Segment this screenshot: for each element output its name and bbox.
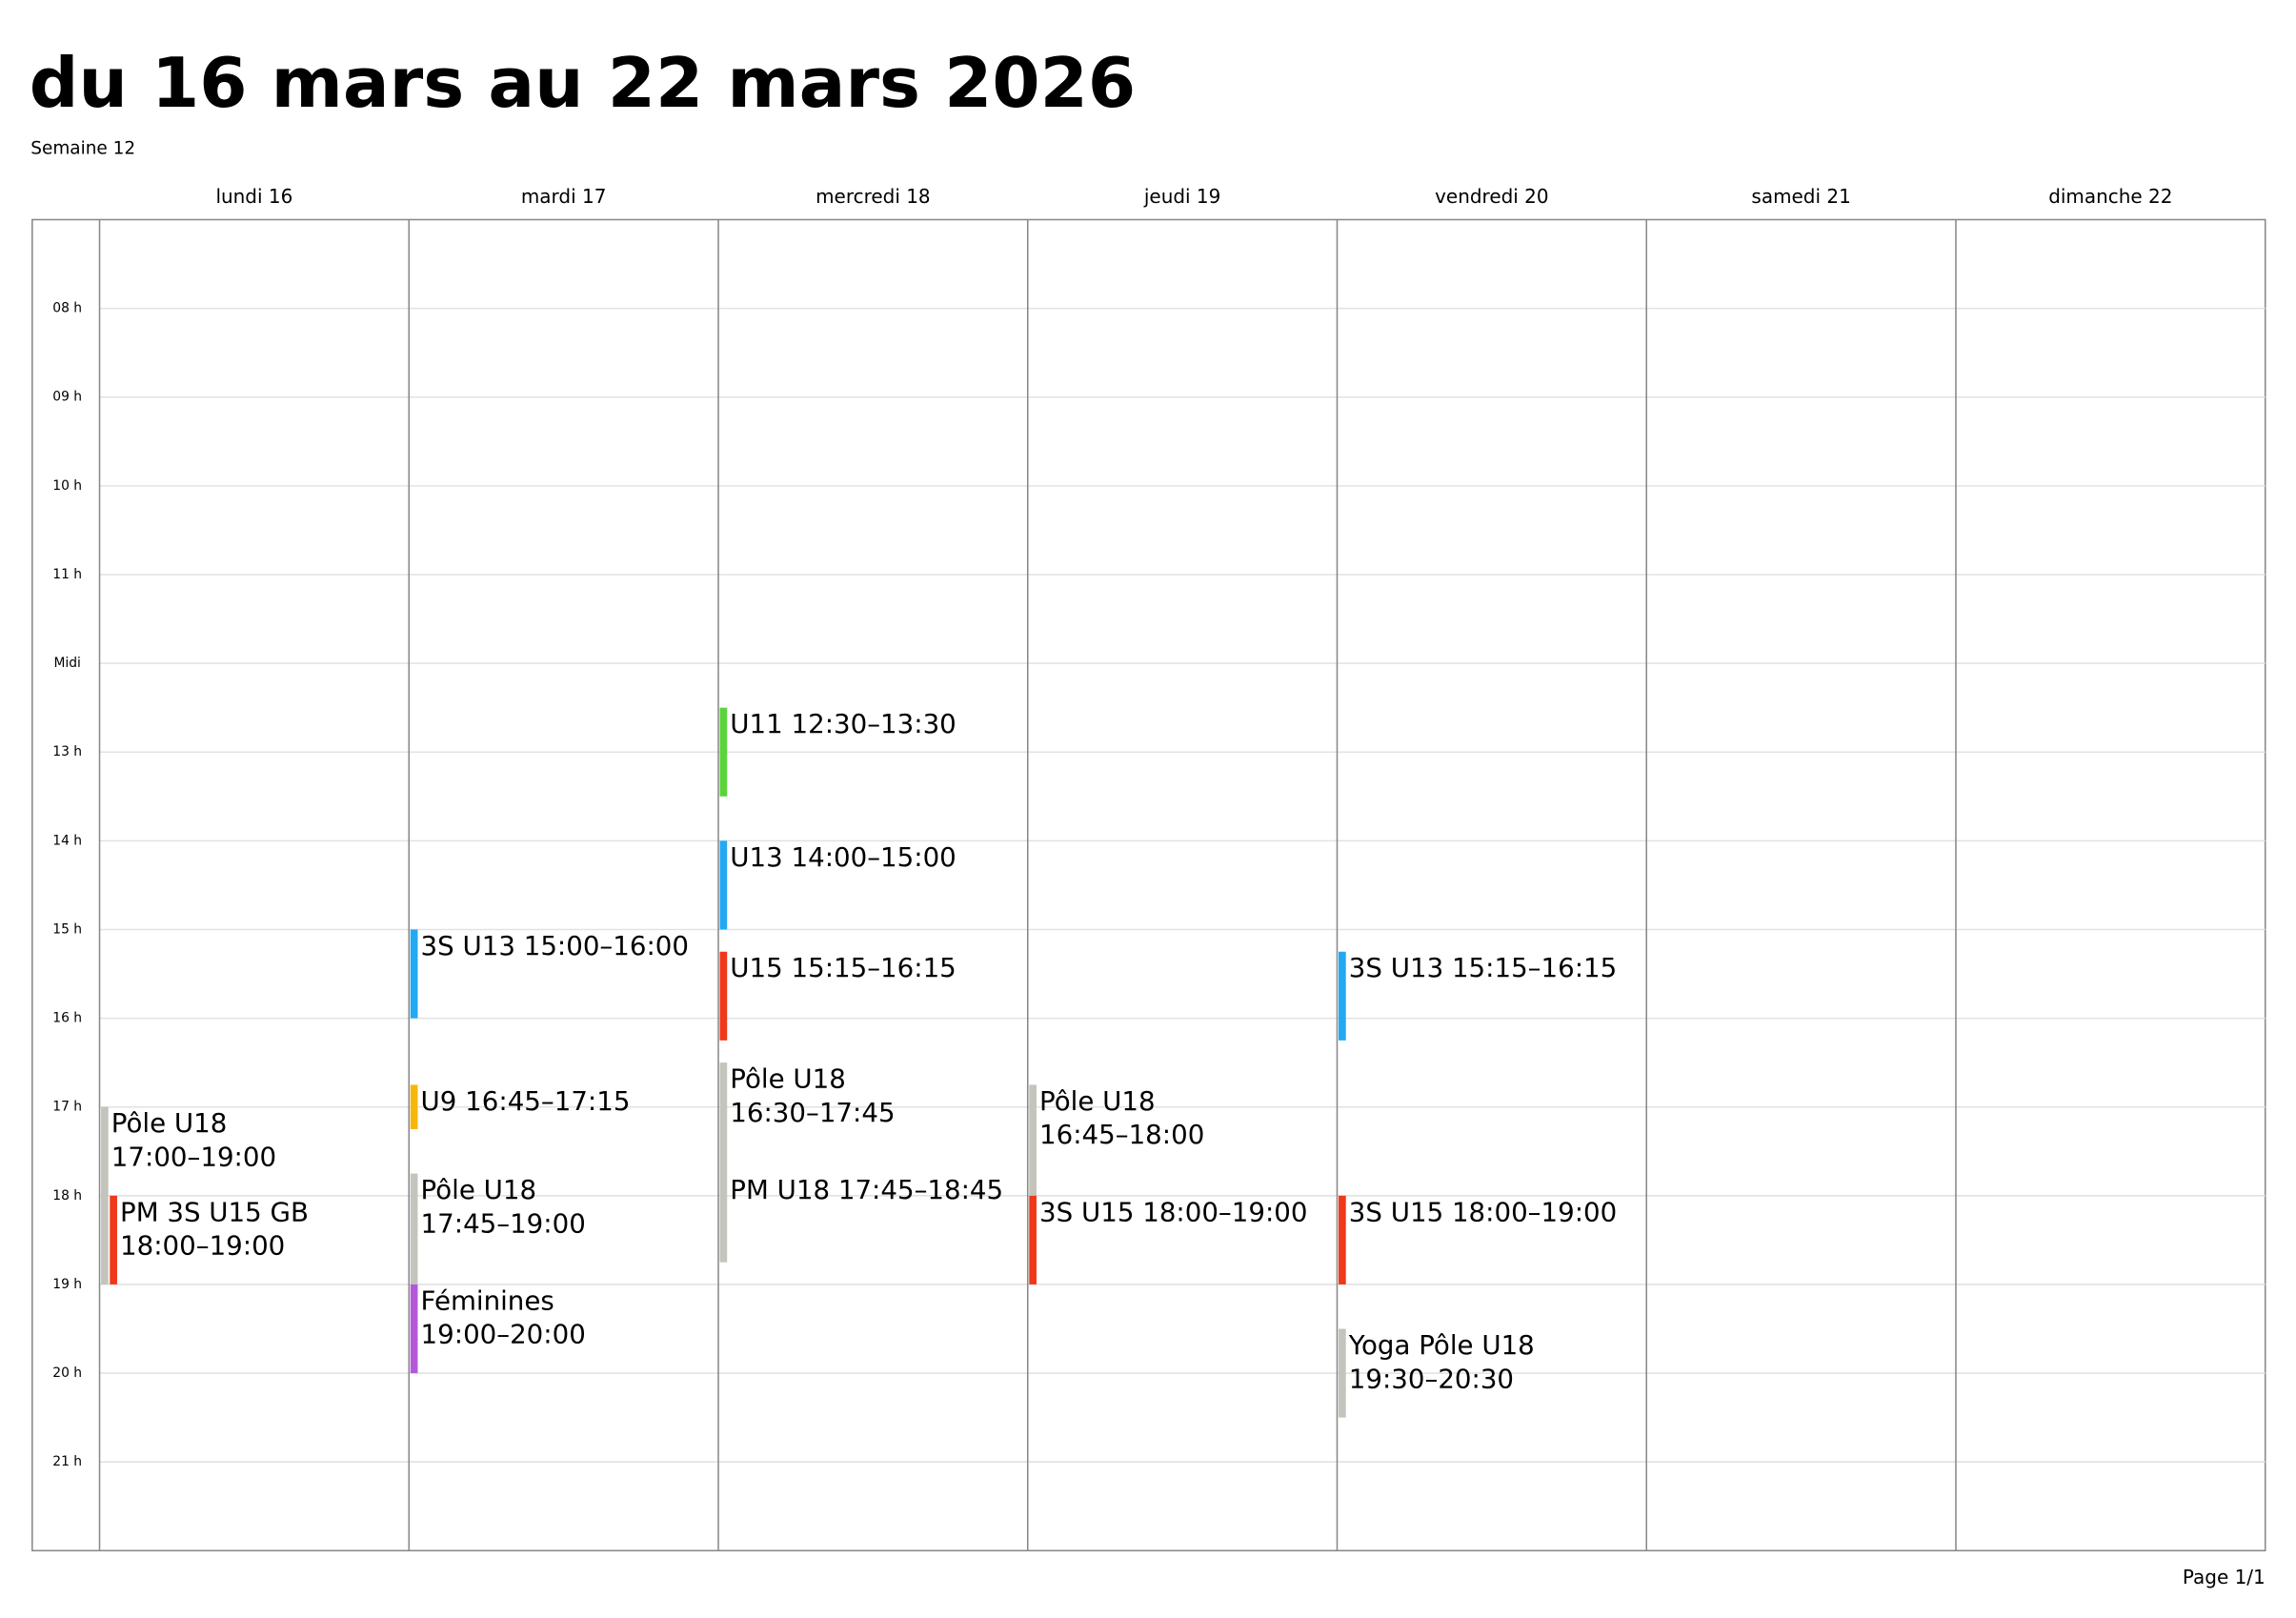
day-header: vendredi 20 [1435,185,1548,208]
event-text: 17:00–19:00 [111,1141,276,1172]
event-bar [1339,1195,1346,1284]
hour-label: 10 h [52,478,82,494]
day-header: mercredi 18 [816,185,931,208]
event-text: 3S U15 18:00–19:00 [1349,1196,1617,1227]
event-bar [1339,951,1346,1041]
event-bar [410,1284,418,1374]
event-text: Pôle U18 [421,1174,537,1205]
event-bar [719,707,728,797]
event-text: 3S U13 15:00–16:00 [421,930,689,961]
event-bar [110,1195,117,1284]
event-text: Féminines [421,1284,554,1316]
day-header: jeudi 19 [1143,185,1220,208]
hour-label: 21 h [52,1454,82,1469]
day-header: lundi 16 [215,185,292,208]
event-text: 18:00–19:00 [120,1230,285,1262]
event-text: Yoga Pôle U18 [1348,1329,1535,1361]
hour-label: 14 h [52,833,82,848]
event-text: 16:30–17:45 [730,1097,895,1128]
event-text: U13 14:00–15:00 [730,841,956,873]
event-text: 16:45–18:00 [1039,1119,1204,1150]
event-text: 19:30–20:30 [1349,1363,1514,1394]
hour-label: 08 h [52,301,82,316]
event-bar [410,1173,418,1284]
event-bar [410,929,418,1019]
event-text: Pôle U18 [730,1063,846,1095]
event-text: U11 12:30–13:30 [730,708,956,739]
hour-label: 15 h [52,921,82,937]
hour-label: Midi [53,656,80,671]
hour-label: 17 h [52,1100,82,1115]
hour-label: 11 h [52,567,82,582]
event-bar [719,1062,728,1174]
event-bar [1339,1328,1346,1418]
hour-label: 20 h [52,1365,82,1381]
event-text: PM U18 17:45–18:45 [730,1174,1003,1205]
hour-label: 18 h [52,1188,82,1203]
page-number: Page 1/1 [2183,1566,2266,1588]
week-label: Semaine 12 [30,139,135,159]
hour-label: 16 h [52,1011,82,1026]
day-header: samedi 21 [1751,185,1850,208]
hour-label: 13 h [52,744,82,759]
day-header: mardi 17 [521,185,607,208]
title: du 16 mars au 22 mars 2026 [30,44,1136,124]
event-bar [719,840,728,930]
event-text: U15 15:15–16:15 [730,952,956,983]
event-text: 3S U15 18:00–19:00 [1039,1196,1307,1227]
event-bar [1029,1084,1037,1196]
event-text: 17:45–19:00 [421,1207,586,1239]
event-bar [410,1084,418,1129]
event-text: PM 3S U15 GB [120,1196,309,1227]
grid-frame [31,218,2266,1552]
hour-label: 19 h [52,1277,82,1292]
day-header: dimanche 22 [2048,185,2172,208]
event-text: Pôle U18 [111,1107,228,1139]
hour-label: 09 h [52,390,82,405]
event-bar [719,1173,728,1263]
event-bar [1029,1195,1037,1284]
event-bar [719,951,728,1041]
event-text: 19:00–20:00 [421,1319,586,1350]
event-text: 3S U13 15:15–16:15 [1349,952,1617,983]
event-text: Pôle U18 [1039,1085,1156,1117]
event-text: U9 16:45–17:15 [421,1085,631,1117]
event-bar [101,1106,109,1284]
